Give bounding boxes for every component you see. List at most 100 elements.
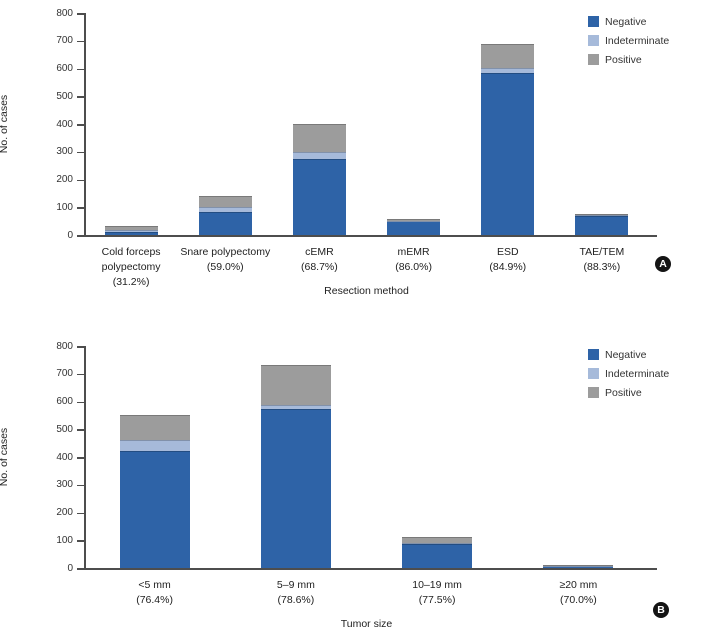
y-tick-label: 600 bbox=[56, 396, 73, 407]
legend-swatch-negative bbox=[588, 16, 599, 27]
bar-segment-negative bbox=[119, 451, 190, 568]
y-tick-mark bbox=[77, 401, 84, 403]
y-tick-label: 500 bbox=[56, 423, 73, 435]
category-percentage: (59.0%) bbox=[206, 261, 244, 273]
legend-label: Indeterminate bbox=[605, 367, 670, 380]
bar-segment-indeterminate bbox=[119, 439, 190, 452]
legend-label: Indeterminate bbox=[605, 34, 670, 47]
y-axis-line bbox=[84, 13, 86, 236]
legend: Negative Indeterminate Positive bbox=[588, 345, 669, 402]
category-percentage: (31.2%) bbox=[112, 276, 150, 288]
y-tick-label: 800 bbox=[56, 7, 73, 19]
y-tick-mark bbox=[77, 96, 84, 98]
y-tick-label: 100 bbox=[56, 534, 73, 546]
category-name: Snare polypectomy bbox=[180, 246, 271, 258]
bar-segment-indeterminate bbox=[575, 215, 629, 217]
category-label: ESD (84.9%) bbox=[456, 245, 560, 275]
y-tick-label: 0 bbox=[67, 562, 73, 574]
y-tick-mark bbox=[77, 235, 84, 237]
y-tick-label: 300 bbox=[56, 479, 73, 491]
category-name: cEMR bbox=[305, 246, 334, 258]
y-tick-label: 800 bbox=[56, 340, 73, 352]
bar-segment-positive bbox=[402, 537, 473, 544]
category-label: Snare polypectomy (59.0%) bbox=[173, 245, 277, 275]
legend-item: Negative bbox=[588, 345, 669, 364]
category-name: Cold forceps polypectomy bbox=[101, 246, 161, 273]
legend-swatch-indeterminate bbox=[588, 368, 599, 379]
category-percentage: (68.7%) bbox=[301, 261, 338, 273]
bar-segment-indeterminate bbox=[402, 543, 473, 545]
category-label: cEMR (68.7%) bbox=[267, 245, 371, 275]
y-tick-mark bbox=[77, 207, 84, 209]
y-tick-label: 600 bbox=[56, 63, 73, 74]
y-tick-label: 100 bbox=[56, 201, 73, 213]
x-axis-title: Resection method bbox=[324, 285, 409, 297]
bar-segment-negative bbox=[402, 544, 473, 568]
legend-item: Indeterminate bbox=[588, 31, 669, 50]
y-tick-mark bbox=[77, 68, 84, 70]
legend-item: Indeterminate bbox=[588, 364, 669, 383]
y-tick-label: 300 bbox=[56, 146, 73, 158]
legend-swatch-positive bbox=[588, 54, 599, 65]
legend-swatch-negative bbox=[588, 349, 599, 360]
bar-segment-positive bbox=[260, 365, 331, 405]
bar-segment-indeterminate bbox=[481, 68, 535, 73]
y-tick-label: 400 bbox=[56, 118, 73, 130]
bar-segment-indeterminate bbox=[543, 565, 614, 567]
y-tick-mark bbox=[77, 151, 84, 154]
legend-item: Positive bbox=[588, 50, 669, 69]
x-axis-line bbox=[84, 235, 657, 237]
category-label: mEMR (86.0%) bbox=[362, 245, 466, 275]
y-axis-line bbox=[84, 346, 86, 569]
y-tick-label: 500 bbox=[56, 90, 73, 102]
y-tick-mark bbox=[77, 512, 84, 514]
panel-badge-a: A bbox=[655, 256, 671, 272]
bar-segment-positive bbox=[292, 124, 346, 152]
bar-segment-positive bbox=[198, 196, 252, 208]
bar-segment-indeterminate bbox=[104, 230, 158, 233]
category-name: ESD bbox=[497, 246, 519, 258]
bar-segment-positive bbox=[119, 415, 190, 440]
legend-item: Negative bbox=[588, 12, 669, 31]
category-name: 5–9 mm bbox=[276, 579, 315, 591]
bar-segment-positive bbox=[481, 43, 535, 69]
category-percentage: (70.0%) bbox=[560, 594, 597, 606]
bar-segment-negative bbox=[292, 158, 346, 235]
legend-swatch-indeterminate bbox=[588, 35, 599, 46]
category-percentage: (76.4%) bbox=[136, 594, 173, 606]
y-tick-mark bbox=[77, 540, 84, 542]
bar-segment-positive bbox=[543, 565, 614, 567]
y-tick-mark bbox=[77, 40, 84, 43]
category-name: 10–19 mm bbox=[412, 579, 462, 591]
y-tick-mark bbox=[77, 568, 84, 570]
category-label: TAE/TEM (88.3%) bbox=[550, 245, 654, 275]
category-name: ≥20 mm bbox=[559, 579, 598, 591]
bar-segment-indeterminate bbox=[292, 151, 346, 159]
category-label: <5 mm (76.4%) bbox=[90, 578, 220, 608]
legend-label: Positive bbox=[605, 53, 642, 66]
bar-segment-positive bbox=[575, 213, 629, 216]
category-percentage: (77.5%) bbox=[418, 594, 456, 606]
y-tick-mark bbox=[77, 373, 84, 376]
bar-segment-negative bbox=[575, 216, 629, 235]
y-tick-mark bbox=[77, 484, 84, 487]
y-tick-label: 200 bbox=[56, 507, 73, 518]
y-tick-label: 700 bbox=[56, 368, 73, 380]
legend-label: Negative bbox=[605, 348, 647, 361]
category-percentage: (86.0%) bbox=[395, 261, 432, 273]
bar-segment-indeterminate bbox=[198, 207, 252, 213]
category-name: mEMR bbox=[397, 246, 430, 258]
y-axis-label: No. of cases bbox=[0, 427, 10, 487]
y-tick-mark bbox=[77, 346, 84, 348]
category-name: <5 mm bbox=[138, 579, 171, 591]
y-tick-label: 0 bbox=[67, 229, 73, 241]
category-label: 5–9 mm (78.6%) bbox=[231, 578, 361, 608]
panel-b-tumor-size-chart: 0 100 200 300 400 500 600 700 800 No. of cases <5 … bbox=[0, 333, 708, 642]
bar-segment-positive bbox=[104, 226, 158, 231]
bar-segment-indeterminate bbox=[260, 404, 331, 409]
category-label: Cold forceps polypectomy (31.2%) bbox=[79, 245, 183, 290]
y-tick-mark bbox=[77, 124, 84, 126]
y-axis-label: No. of cases bbox=[0, 94, 10, 154]
category-percentage: (84.9%) bbox=[489, 261, 527, 273]
